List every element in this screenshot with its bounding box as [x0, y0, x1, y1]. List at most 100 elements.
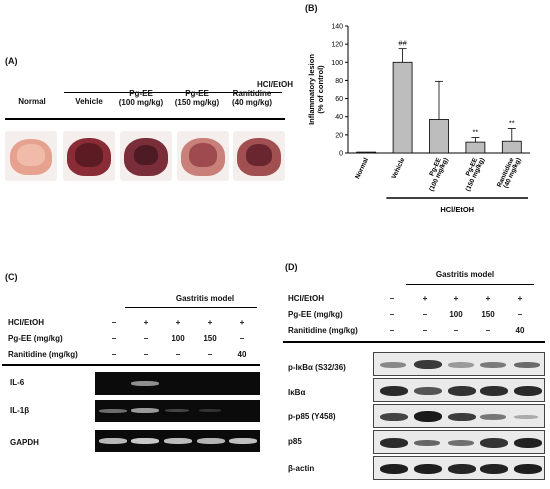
panel-d-model-line — [406, 284, 534, 285]
panel-a-col-vehicle: Vehicle — [75, 97, 103, 106]
blot-p-p85 — [373, 404, 545, 428]
stomach-image-vehicle — [63, 131, 115, 181]
y-tick-label: 80 — [335, 78, 343, 85]
stomach-image-normal — [5, 131, 57, 181]
x-tick-label-0-0: Normal — [354, 157, 370, 180]
gel-il6 — [95, 372, 260, 395]
panel-c-cell-r0-c0: – — [111, 318, 117, 327]
blot-beta-actin — [373, 456, 545, 480]
y-tick-label: 140 — [331, 24, 343, 31]
protein-label-p-p85: p-p85 (Y458) — [288, 412, 336, 421]
panel-d-cell-r1-c1: – — [422, 310, 428, 319]
y-axis-label-line2: (% of control) — [316, 65, 325, 114]
y-tick-label: 40 — [335, 114, 343, 121]
panel-c-cell-r1-c1: – — [143, 334, 149, 343]
protein-label-ikba: IκBα — [288, 388, 306, 397]
panel-c-cell-r2-c4: 40 — [237, 350, 247, 359]
panel-c-header-rule — [2, 364, 260, 366]
y-tick-label: 0 — [339, 151, 343, 158]
panel-d-cell-r1-c2: 100 — [449, 310, 463, 319]
panel-a-col-pg150-line2: (150 mg/kg) — [174, 98, 220, 107]
protein-label-p-ikba: p-IκBα (S32/36) — [288, 363, 346, 372]
y-axis-label-line1: Inflammatory lesion — [307, 54, 316, 125]
panel-c-model-label: Gastritis model — [175, 294, 235, 303]
blot-ikba — [373, 378, 545, 402]
stomach-image-pg150 — [177, 131, 229, 181]
panel-a-col-ranitidine-line1: Ranitidine — [232, 89, 272, 98]
panel-a-header-rule — [5, 118, 285, 120]
panel-d-cell-r2-c1: – — [422, 326, 428, 335]
panel-d-tag: (D) — [285, 262, 298, 272]
panel-c-cell-r0-c3: + — [207, 318, 213, 327]
panel-a-col-normal: Normal — [18, 97, 46, 106]
panel-d-cell-r0-c1: + — [422, 294, 428, 303]
panel-c-cell-r0-c1: + — [143, 318, 149, 327]
panel-c-row-pgee: Pg-EE (mg/kg) — [8, 334, 63, 343]
panel-a-col-pg100-line1: Pg-EE — [129, 89, 153, 98]
x-tick-label-1-0: Vehicle — [391, 157, 407, 181]
panel-c-cell-r2-c0: – — [111, 350, 117, 359]
stomach-image-pg100 — [120, 131, 172, 181]
panel-a-col-ranitidine-line2: (40 mg/kg) — [231, 98, 272, 107]
gel-il1b — [95, 400, 260, 422]
panel-d-row-ranitidine: Ranitidine (mg/kg) — [288, 326, 358, 335]
lesion-bar-chart: 0 20 40 60 80 100 120 140 Inflammatory lesion (% … — [307, 24, 530, 214]
panel-c-cell-r1-c2: 100 — [171, 334, 185, 343]
panel-d-cell-r1-c0: – — [389, 310, 395, 319]
bar-4 — [501, 140, 522, 154]
gel-gapdh — [95, 430, 260, 452]
gene-label-il6: IL-6 — [10, 378, 25, 387]
panel-c-tag: (C) — [5, 272, 18, 282]
y-tick-label: 100 — [331, 60, 343, 67]
bar-3 — [465, 141, 486, 154]
panel-b-tag: (B) — [305, 3, 318, 13]
panel-c-cell-r2-c3: – — [207, 350, 213, 359]
y-tick-label: 20 — [335, 132, 343, 139]
panel-d-model-label: Gastritis model — [435, 270, 495, 279]
bar-0 — [356, 151, 377, 154]
panel-a-col-pg150: Pg-EE (150 mg/kg) — [168, 89, 226, 107]
panel-a-col-ranitidine: Ranitidine (40 mg/kg) — [222, 89, 282, 107]
panel-c-model-line — [125, 307, 257, 308]
bar-1 — [392, 61, 413, 154]
protein-label-p85: p85 — [288, 437, 302, 446]
panel-c-cell-r1-c0: – — [111, 334, 117, 343]
stomach-image-ranitidine — [233, 131, 285, 181]
panel-d-cell-r2-c4: 40 — [515, 326, 525, 335]
panel-c-cell-r2-c2: – — [175, 350, 181, 359]
panel-c-cell-r2-c1: – — [143, 350, 149, 359]
panel-d-cell-r0-c4: + — [517, 294, 523, 303]
panel-d-cell-r2-c0: – — [389, 326, 395, 335]
panel-a-col-pg100-line2: (100 mg/kg) — [118, 98, 164, 107]
significance-label-3: ** — [472, 128, 478, 137]
blot-p-ikba — [373, 352, 545, 376]
panel-c-cell-r1-c3: 150 — [203, 334, 217, 343]
significance-label-4: ** — [509, 119, 515, 128]
panel-a-col-pg100: Pg-EE (100 mg/kg) — [112, 89, 170, 107]
gene-label-il1b: IL-1β — [10, 406, 30, 415]
panel-d-cell-r1-c3: 150 — [481, 310, 495, 319]
panel-d-cell-r2-c3: – — [485, 326, 491, 335]
panel-a-col-pg150-line1: Pg-EE — [185, 89, 209, 98]
panel-d-row-hcl: HCl/EtOH — [288, 294, 324, 303]
protein-label-beta-actin: β-actin — [288, 464, 315, 473]
significance-label-1: ## — [398, 39, 407, 48]
panel-c-row-ranitidine: Ranitidine (mg/kg) — [8, 350, 78, 359]
x-group-label: HCl/EtOH — [440, 205, 474, 214]
panel-c-cell-r0-c4: + — [239, 318, 245, 327]
panel-a-group-line — [64, 92, 282, 93]
panel-c-cell-r1-c4: – — [239, 334, 245, 343]
panel-a-tag: (A) — [5, 56, 18, 66]
panel-d-cell-r1-c4: – — [517, 310, 523, 319]
panel-d-cell-r2-c2: – — [453, 326, 459, 335]
y-tick-label: 60 — [335, 96, 343, 103]
panel-c-cell-r0-c2: + — [175, 318, 181, 327]
panel-d-header-rule — [283, 341, 545, 343]
panel-a-group-label: HCl/EtOH — [257, 80, 293, 89]
blot-p85 — [373, 430, 545, 454]
panel-c-row-hcl: HCl/EtOH — [8, 318, 44, 327]
gene-label-gapdh: GAPDH — [10, 438, 39, 447]
panel-d-row-pgee: Pg-EE (mg/kg) — [288, 310, 343, 319]
panel-d-cell-r0-c2: + — [453, 294, 459, 303]
panel-d-cell-r0-c3: + — [485, 294, 491, 303]
